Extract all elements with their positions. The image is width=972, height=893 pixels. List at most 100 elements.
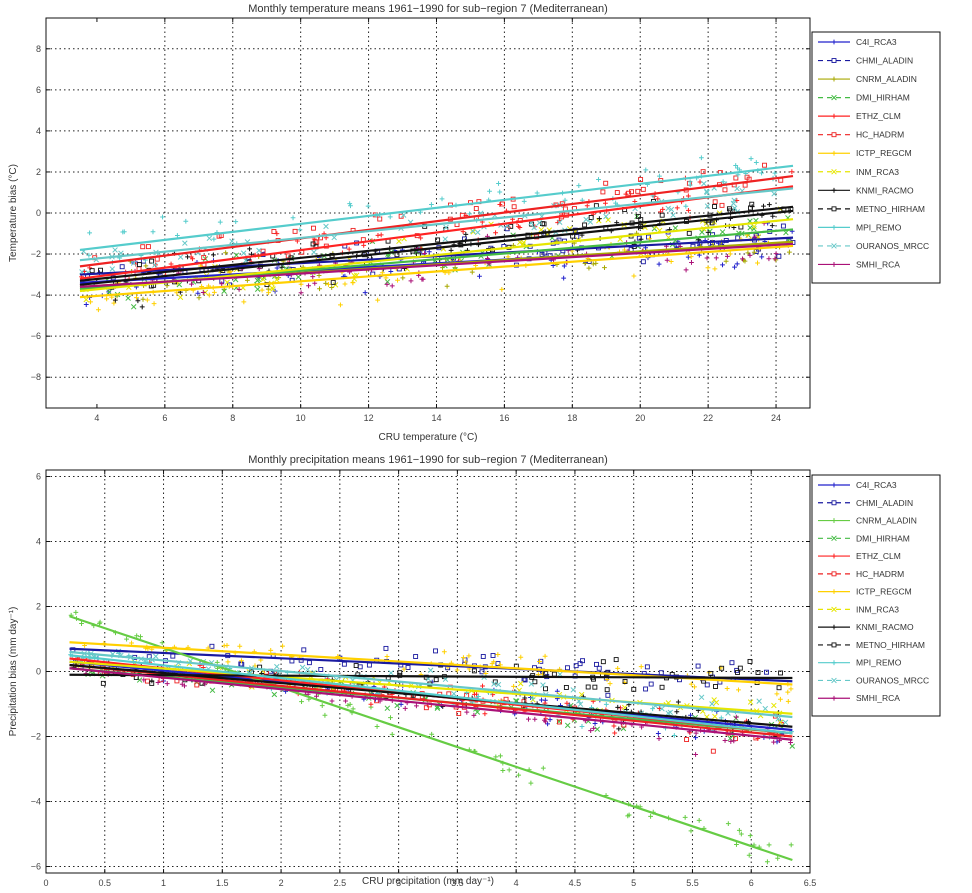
data-point	[223, 250, 229, 256]
data-point	[731, 738, 737, 744]
series-fit-line	[79, 209, 794, 286]
data-point	[788, 686, 794, 692]
legend-label: INM_RCA3	[856, 604, 899, 614]
data-point	[145, 244, 151, 250]
data-point	[474, 229, 481, 236]
data-point	[585, 684, 591, 690]
data-point	[592, 721, 598, 726]
legend-label: KNMI_RACMO	[856, 185, 914, 195]
data-point	[493, 754, 499, 760]
series-fit-line	[79, 187, 794, 262]
data-point	[759, 170, 764, 176]
data-point	[632, 199, 638, 204]
data-point	[528, 780, 534, 786]
data-point	[728, 739, 734, 744]
x-tick-label: 22	[703, 413, 713, 423]
data-point	[306, 660, 312, 666]
x-tick-label: 5	[631, 878, 636, 888]
data-point	[100, 680, 106, 686]
y-tick-label: −6	[31, 331, 41, 341]
data-point	[545, 721, 551, 727]
data-point	[611, 723, 617, 729]
legend-label: HC_HADRM	[856, 569, 904, 579]
legend-label: MPI_REMO	[856, 222, 902, 232]
data-point	[299, 699, 304, 705]
x-tick-label: 0	[43, 878, 48, 888]
data-point	[168, 261, 174, 267]
y-tick-label: 0	[36, 667, 41, 677]
data-point	[394, 702, 400, 709]
data-point	[244, 277, 250, 283]
legend-marker	[831, 206, 837, 212]
data-point	[413, 654, 419, 659]
data-point	[682, 815, 688, 820]
data-point	[310, 274, 316, 280]
x-tick-label: 14	[431, 413, 441, 423]
data-point	[764, 669, 769, 675]
data-point	[109, 266, 116, 272]
data-point	[699, 229, 705, 235]
data-point	[543, 671, 549, 676]
data-point	[134, 295, 139, 300]
legend-box	[811, 474, 941, 717]
series-fit-line	[69, 650, 793, 719]
data-point	[732, 264, 737, 270]
legend-marker	[831, 150, 837, 156]
data-point	[699, 155, 704, 161]
data-point	[301, 647, 307, 653]
data-point	[765, 859, 770, 865]
data-point	[710, 748, 716, 754]
data-point	[526, 716, 531, 722]
data-point	[389, 283, 395, 289]
data-point	[185, 254, 190, 260]
data-point	[422, 251, 427, 256]
y-tick-label: 8	[36, 44, 41, 54]
data-point	[347, 702, 353, 707]
data-point	[534, 190, 540, 196]
data-point	[196, 295, 202, 301]
data-point	[704, 255, 710, 261]
data-point	[688, 828, 694, 834]
data-point	[762, 705, 769, 712]
series-fit-line	[69, 654, 793, 735]
data-point	[323, 223, 329, 230]
x-tick-label: 12	[364, 413, 374, 423]
data-point	[194, 682, 200, 688]
plot-frame	[45, 469, 811, 874]
data-point	[734, 261, 740, 267]
data-point	[243, 257, 249, 264]
data-point	[497, 202, 503, 207]
data-point	[540, 765, 546, 771]
data-point	[720, 262, 725, 268]
data-point	[727, 735, 733, 742]
x-tick-label: 6	[749, 878, 754, 888]
data-point	[426, 249, 432, 255]
series-fit-line	[69, 647, 793, 683]
data-point	[342, 281, 348, 287]
data-point	[119, 264, 125, 270]
legend-marker	[831, 695, 837, 701]
data-point	[686, 207, 691, 213]
data-point	[467, 211, 472, 217]
data-point	[368, 701, 374, 707]
data-point	[734, 842, 739, 847]
data-point	[761, 203, 766, 209]
x-tick-label: 5.5	[686, 878, 699, 888]
legend-marker	[831, 500, 837, 506]
data-point	[695, 663, 701, 669]
data-point	[748, 205, 753, 211]
data-point	[551, 671, 557, 677]
data-point	[615, 666, 621, 671]
data-point	[629, 189, 634, 195]
data-point	[607, 681, 613, 687]
data-point	[298, 290, 304, 296]
legend-marker	[831, 606, 837, 613]
data-point	[314, 693, 319, 699]
data-point	[95, 307, 101, 313]
data-point	[687, 182, 693, 188]
data-point	[177, 254, 184, 260]
data-point	[685, 193, 691, 199]
data-point	[709, 220, 715, 226]
data-point	[271, 691, 278, 698]
